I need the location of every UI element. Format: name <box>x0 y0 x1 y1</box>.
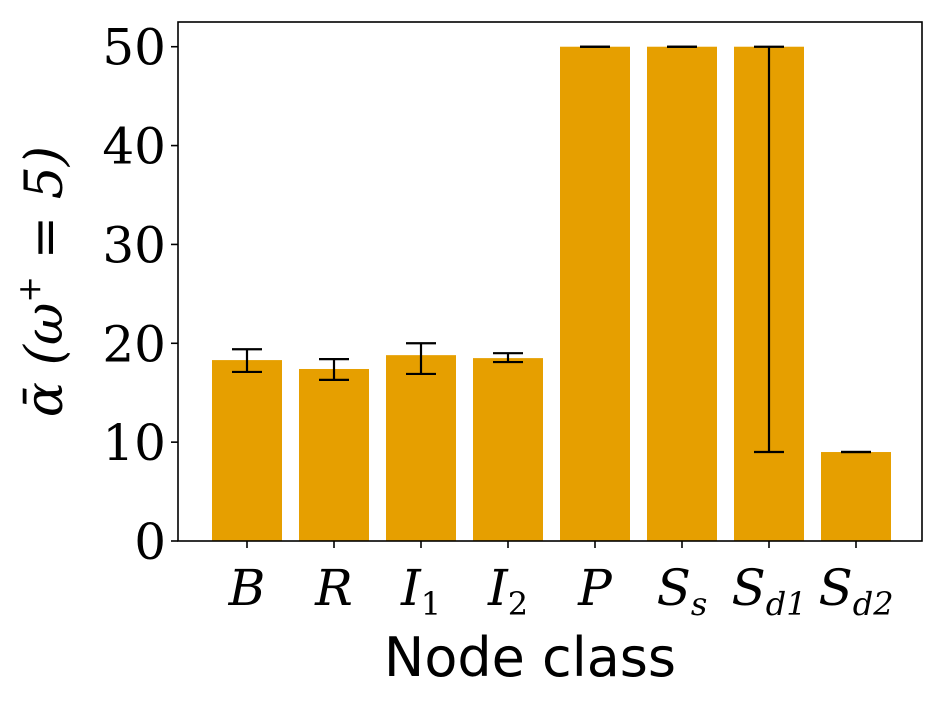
x-tick-label-6: Sd1 <box>731 559 806 623</box>
y-tick-label-3: 30 <box>102 216 166 274</box>
plot-frame <box>177 21 923 542</box>
bar-1 <box>299 368 369 541</box>
y-tick-label-4: 40 <box>102 118 166 176</box>
y-tick-label-0: 0 <box>134 513 166 571</box>
error-bar-1 <box>319 358 349 381</box>
error-bars-group <box>232 45 871 454</box>
bar-7 <box>821 452 891 541</box>
y-axis-label-sup: + <box>10 276 48 303</box>
x-tick-label-3: I2 <box>487 559 528 623</box>
bars-group <box>212 46 891 541</box>
x-tick-label-2: I1 <box>400 559 441 623</box>
error-bar-0 <box>232 348 262 374</box>
x-tick-label-4: P <box>577 559 613 617</box>
x-axis-ticks: B R I1 I2 P Ss Sd1 Sd2 <box>228 541 894 623</box>
x-tick-label-7: Sd2 <box>818 559 893 623</box>
error-bar-6 <box>754 45 784 454</box>
bar-4 <box>560 46 630 541</box>
y-axis-ticks: 0 10 20 30 40 50 <box>102 19 178 571</box>
x-tick-label-5: Ss <box>657 559 708 623</box>
error-bar-3 <box>493 352 523 364</box>
y-axis-label-main: ᾱ (ω <box>15 303 75 417</box>
y-tick-label-2: 20 <box>102 315 166 373</box>
y-axis-label: ᾱ (ω+ = 5) <box>10 146 75 417</box>
x-tick-label-0: B <box>228 559 266 617</box>
bar-2 <box>386 355 456 541</box>
y-axis-label-tail: = 5) <box>15 146 75 276</box>
bar-3 <box>473 358 543 541</box>
x-tick-label-1: R <box>314 559 353 617</box>
bar-0 <box>212 360 282 541</box>
x-axis-label: Node class <box>384 626 676 689</box>
bar-5 <box>647 46 717 541</box>
error-bar-2 <box>406 342 436 376</box>
y-tick-label-5: 50 <box>102 19 166 77</box>
y-tick-label-1: 10 <box>102 414 166 472</box>
